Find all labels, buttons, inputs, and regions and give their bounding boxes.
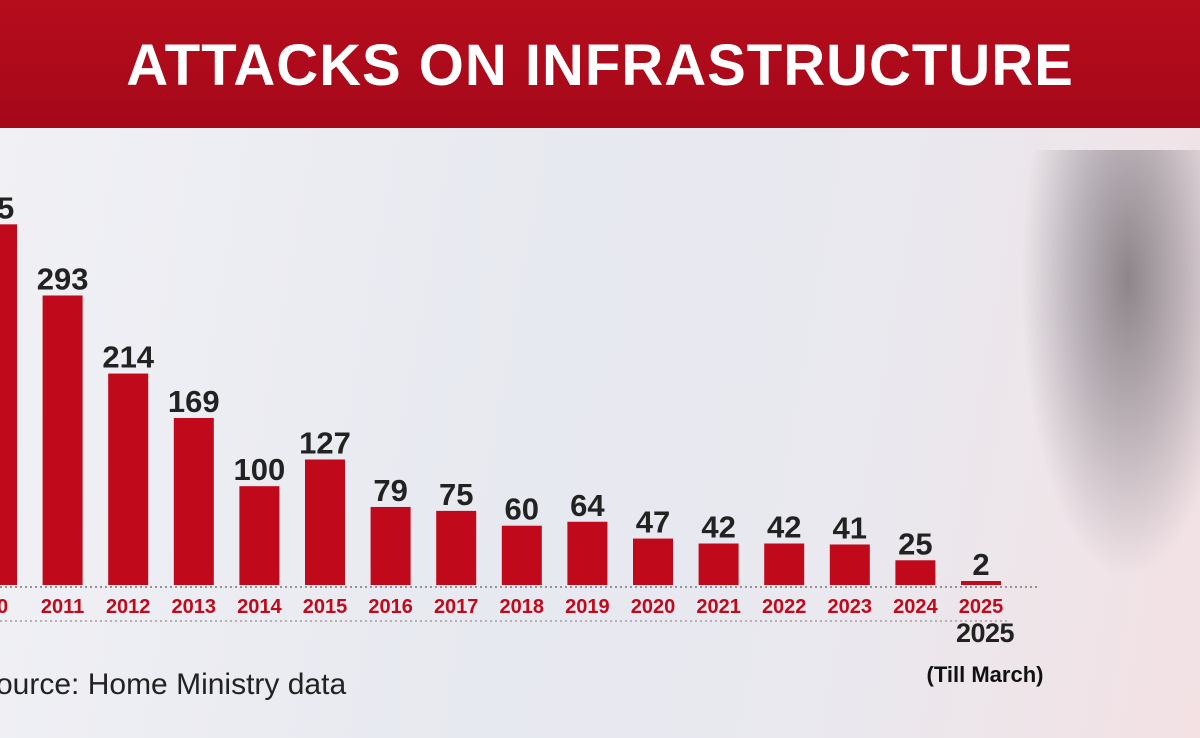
tick-label-2019: 2019: [565, 596, 610, 618]
value-label-2012: 214: [102, 340, 154, 375]
tick-label-2015: 2015: [303, 596, 348, 618]
value-label-2011: 293: [37, 261, 89, 296]
value-label-2016: 79: [373, 473, 407, 508]
bar-2021: [698, 543, 739, 585]
value-label-2019: 64: [570, 488, 605, 523]
value-label-2025: 2: [972, 547, 989, 582]
footnote-note: (Till March): [926, 662, 1044, 687]
footnote-year-label: 2025: [955, 618, 1015, 648]
tick-label-2020: 2020: [631, 596, 676, 618]
bar-2014: [239, 486, 280, 585]
page-title: ATTACKS ON INFRASTRUCTURE: [126, 33, 1074, 98]
bar-2022: [764, 543, 805, 585]
tick-label-2017: 2017: [434, 596, 479, 618]
value-label-2023: 41: [833, 510, 867, 545]
value-label-10: 65: [0, 190, 14, 225]
bar-2015: [305, 459, 345, 585]
tick-label-10: 10: [0, 596, 8, 618]
bar-2011: [42, 295, 83, 585]
value-label-2021: 42: [701, 510, 735, 545]
source-text: ource: Home Ministry data: [0, 668, 347, 701]
tick-label-2024: 2024: [893, 596, 938, 618]
bar-chart: 65 10 293 2011 214 2012 169 2013 100 2014 127 2015 7…: [0, 190, 1040, 622]
title-banner: ATTACKS ON INFRASTRUCTURE: [0, 0, 1200, 128]
tick-label-2021: 2021: [696, 596, 741, 618]
tick-label-2011: 2011: [41, 596, 84, 618]
bar-2017: [436, 510, 477, 585]
tick-label-2022: 2022: [762, 596, 807, 618]
bar-2019: [567, 521, 608, 585]
tick-label-2013: 2013: [172, 596, 217, 618]
tick-label-2016: 2016: [368, 596, 413, 618]
bar-2012: [108, 373, 149, 585]
bar-10: [0, 224, 17, 585]
value-label-2024: 25: [898, 526, 932, 561]
value-label-2018: 60: [505, 492, 539, 527]
value-label-2017: 75: [439, 477, 473, 512]
tick-label-2025: 2025: [959, 596, 1004, 618]
tick-label-2018: 2018: [500, 596, 545, 618]
tick-label-2014: 2014: [237, 596, 282, 618]
value-label-2013: 169: [168, 384, 220, 419]
tick-label-2023: 2023: [828, 596, 873, 618]
bar-2020: [633, 538, 673, 585]
bar-2016: [370, 506, 411, 585]
bar-2024: [895, 560, 936, 585]
value-label-2015: 127: [299, 426, 351, 461]
gunman-silhouette-image: [1020, 150, 1200, 580]
bar-2023: [829, 544, 870, 585]
value-label-2014: 100: [234, 452, 286, 487]
bar-2013: [173, 418, 214, 585]
value-label-2022: 42: [767, 510, 801, 545]
bar-2018: [501, 525, 542, 585]
bar-2025: [961, 581, 1001, 585]
value-label-2020: 47: [636, 505, 670, 540]
tick-label-2012: 2012: [106, 596, 151, 618]
